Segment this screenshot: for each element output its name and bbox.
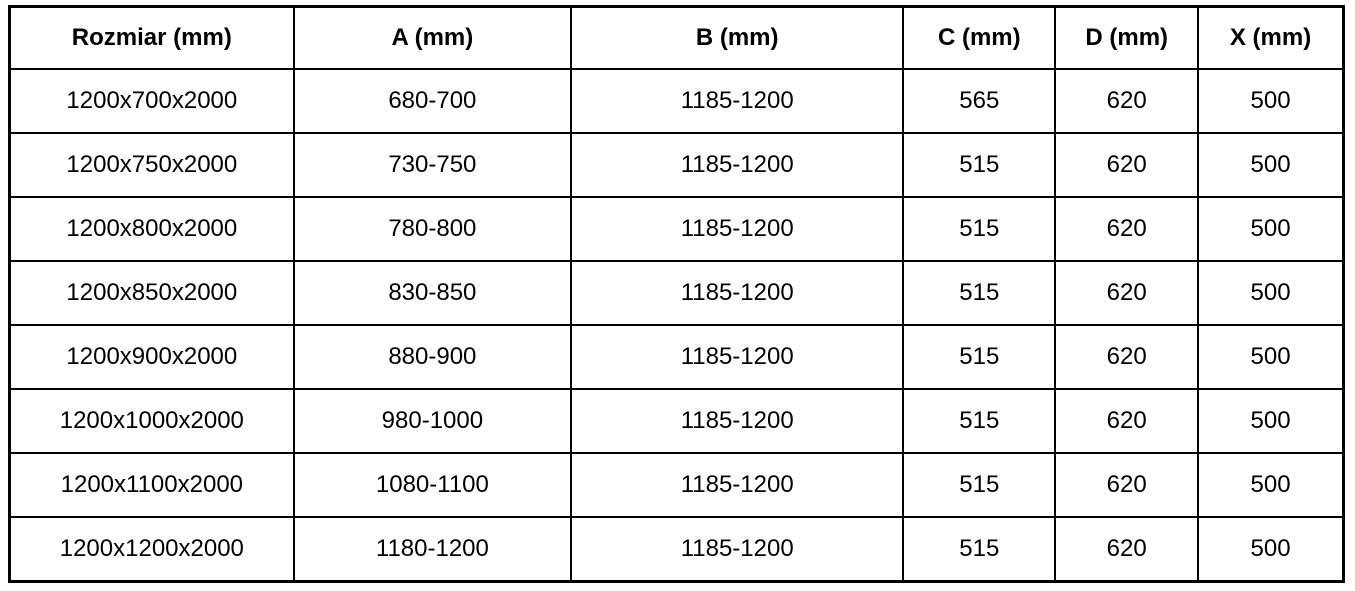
column-header: C (mm) bbox=[902, 5, 1057, 70]
table-cell: 1200x1100x2000 bbox=[8, 452, 295, 518]
column-header: Rozmiar (mm) bbox=[8, 5, 295, 70]
table-row: 1200x1200x2000 1180-1200 1185-1200 515 620 50… bbox=[8, 516, 1345, 583]
table-cell: 780-800 bbox=[292, 196, 573, 262]
header-row: Rozmiar (mm) A (mm) B (mm) C (mm) D (mm) X (m… bbox=[8, 5, 1345, 70]
table-row: 1200x800x2000 780-800 1185-1200 515 620 500 bbox=[8, 196, 1345, 262]
table-cell: 1185-1200 bbox=[570, 260, 905, 326]
table-cell: 1200x1200x2000 bbox=[8, 516, 295, 583]
table-row: 1200x900x2000 880-900 1185-1200 515 620 500 bbox=[8, 324, 1345, 390]
table-cell: 500 bbox=[1197, 388, 1345, 454]
table-cell: 620 bbox=[1054, 516, 1200, 583]
table-cell: 515 bbox=[902, 260, 1057, 326]
table-cell: 1185-1200 bbox=[570, 516, 905, 583]
table-cell: 1080-1100 bbox=[292, 452, 573, 518]
table-cell: 880-900 bbox=[292, 324, 573, 390]
size-spec-table: Rozmiar (mm) A (mm) B (mm) C (mm) D (mm) X (m… bbox=[8, 5, 1345, 583]
table-cell: 1200x800x2000 bbox=[8, 196, 295, 262]
table-cell: 620 bbox=[1054, 260, 1200, 326]
table-cell: 515 bbox=[902, 452, 1057, 518]
table-cell: 620 bbox=[1054, 324, 1200, 390]
table-cell: 730-750 bbox=[292, 132, 573, 198]
table-cell: 515 bbox=[902, 324, 1057, 390]
table-cell: 620 bbox=[1054, 388, 1200, 454]
table-cell: 500 bbox=[1197, 324, 1345, 390]
table-cell: 500 bbox=[1197, 452, 1345, 518]
table-cell: 620 bbox=[1054, 452, 1200, 518]
table-cell: 1185-1200 bbox=[570, 132, 905, 198]
column-header: B (mm) bbox=[570, 5, 905, 70]
column-header: X (mm) bbox=[1197, 5, 1345, 70]
table-cell: 1185-1200 bbox=[570, 388, 905, 454]
table-cell: 1185-1200 bbox=[570, 324, 905, 390]
table-row: 1200x750x2000 730-750 1185-1200 515 620 500 bbox=[8, 132, 1345, 198]
table-cell: 500 bbox=[1197, 260, 1345, 326]
table-cell: 515 bbox=[902, 516, 1057, 583]
table-cell: 1200x1000x2000 bbox=[8, 388, 295, 454]
column-header: A (mm) bbox=[292, 5, 573, 70]
table-cell: 1200x750x2000 bbox=[8, 132, 295, 198]
table-cell: 620 bbox=[1054, 132, 1200, 198]
table-cell: 620 bbox=[1054, 68, 1200, 134]
size-spec-table-container: Rozmiar (mm) A (mm) B (mm) C (mm) D (mm) X (m… bbox=[8, 5, 1345, 583]
table-row: 1200x700x2000 680-700 1185-1200 565 620 500 bbox=[8, 68, 1345, 134]
table-cell: 1200x700x2000 bbox=[8, 68, 295, 134]
table-cell: 565 bbox=[902, 68, 1057, 134]
table-row: 1200x1100x2000 1080-1100 1185-1200 515 620 50… bbox=[8, 452, 1345, 518]
table-row: 1200x850x2000 830-850 1185-1200 515 620 500 bbox=[8, 260, 1345, 326]
table-cell: 515 bbox=[902, 132, 1057, 198]
table-cell: 980-1000 bbox=[292, 388, 573, 454]
table-cell: 500 bbox=[1197, 132, 1345, 198]
table-cell: 1200x850x2000 bbox=[8, 260, 295, 326]
table-cell: 680-700 bbox=[292, 68, 573, 134]
table-body: 1200x700x2000 680-700 1185-1200 565 620 500 12… bbox=[8, 68, 1345, 583]
table-cell: 1185-1200 bbox=[570, 452, 905, 518]
table-cell: 830-850 bbox=[292, 260, 573, 326]
table-cell: 500 bbox=[1197, 196, 1345, 262]
table-cell: 620 bbox=[1054, 196, 1200, 262]
table-cell: 515 bbox=[902, 196, 1057, 262]
table-cell: 500 bbox=[1197, 516, 1345, 583]
table-row: 1200x1000x2000 980-1000 1185-1200 515 620 500 bbox=[8, 388, 1345, 454]
table-cell: 1185-1200 bbox=[570, 196, 905, 262]
table-cell: 1180-1200 bbox=[292, 516, 573, 583]
table-cell: 515 bbox=[902, 388, 1057, 454]
column-header: D (mm) bbox=[1054, 5, 1200, 70]
table-cell: 500 bbox=[1197, 68, 1345, 134]
table-cell: 1200x900x2000 bbox=[8, 324, 295, 390]
table-cell: 1185-1200 bbox=[570, 68, 905, 134]
